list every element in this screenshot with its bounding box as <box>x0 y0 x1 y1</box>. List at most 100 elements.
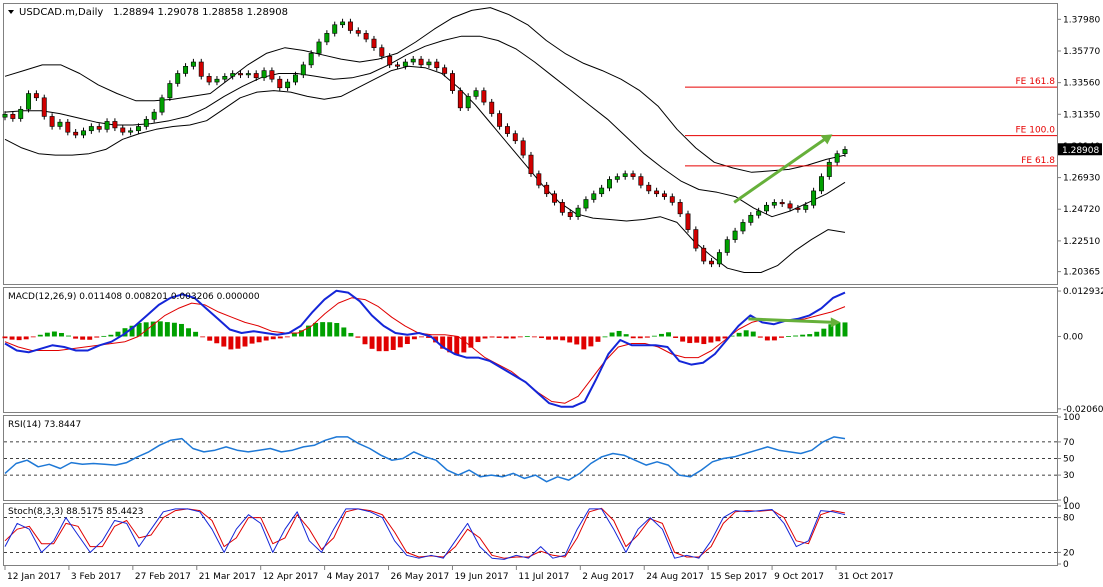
macd-annotations <box>748 317 841 328</box>
time-tick-label: 21 Mar 2017 <box>199 572 256 582</box>
trend-arrow-head <box>820 134 833 145</box>
macd-histogram-bar <box>327 322 333 337</box>
macd-histogram-bar <box>531 336 537 338</box>
macd-histogram-bar <box>835 322 841 337</box>
candle-body <box>293 74 298 83</box>
macd-histogram-bar <box>539 336 544 339</box>
candle-body <box>175 73 181 84</box>
macd-histogram-bar <box>644 336 650 338</box>
rsi-tick-label: 100 <box>1063 413 1080 423</box>
macd-histogram-bar <box>503 336 509 339</box>
candle-body <box>253 73 259 79</box>
rsi-tick-label: 30 <box>1063 471 1075 481</box>
macd-histogram-bar <box>334 323 340 337</box>
candle-body <box>238 73 243 76</box>
macd-histogram-bar <box>397 336 403 348</box>
macd-histogram-bar <box>228 336 234 350</box>
price-tick-label: 1.24720 <box>1063 205 1100 215</box>
candle-body <box>512 133 518 142</box>
macd-histogram-bar <box>115 331 121 337</box>
macd-histogram-bar <box>80 336 86 340</box>
candle-body <box>112 121 118 129</box>
candle-body <box>465 96 471 109</box>
candle-body <box>693 229 699 249</box>
candle-body <box>614 176 620 180</box>
macd-histogram-bar <box>440 336 446 349</box>
candle-body <box>10 113 16 119</box>
candle-body <box>190 61 196 67</box>
macd-histogram-bar <box>73 336 79 339</box>
macd-histogram-bar <box>461 336 467 353</box>
time-tick-label: 12 Apr 2017 <box>263 572 319 582</box>
time-tick-label: 19 Jun 2017 <box>454 572 508 582</box>
time-tick-label: 12 Jan 2017 <box>7 572 61 582</box>
macd-histogram-bar <box>186 328 191 337</box>
candle-body <box>143 118 149 127</box>
macd-histogram-bar <box>637 336 643 339</box>
stoch-tick-label: 100 <box>1063 502 1080 512</box>
candle-body <box>277 78 283 89</box>
macd-histogram-bar <box>299 330 304 337</box>
price-tick-label: 1.33560 <box>1063 79 1100 89</box>
candle-body <box>497 113 503 127</box>
macd-histogram-bar <box>411 336 417 340</box>
macd-histogram-bar <box>164 322 170 337</box>
candle-body <box>308 53 314 66</box>
fib-level-label: FE 100.0 <box>1016 126 1056 136</box>
candle-body <box>347 21 353 31</box>
candle-body <box>88 126 94 132</box>
candle-body <box>646 184 652 192</box>
price-tick-label: 1.31350 <box>1063 110 1100 120</box>
candle-body <box>26 93 32 110</box>
candle-body <box>544 184 550 195</box>
price-tick-label: 1.26930 <box>1063 174 1100 184</box>
macd-histogram-bar <box>659 333 664 337</box>
macd-histogram-bar <box>694 336 700 343</box>
candle-body <box>73 131 79 136</box>
candle-body <box>779 202 785 205</box>
candle-body <box>371 38 377 48</box>
macd-histogram-bar <box>750 331 756 337</box>
candle-body <box>622 173 628 177</box>
macd-histogram-bar <box>814 331 820 337</box>
stoch-tick-label: 0 <box>1063 560 1069 570</box>
candle-body <box>654 190 660 195</box>
ohlc-label: 1.28894 1.29078 1.28858 1.28908 <box>113 7 288 18</box>
macd-histogram-bar <box>129 325 135 337</box>
time-tick-label: 26 May 2017 <box>391 572 450 582</box>
candle-body <box>607 179 612 189</box>
candle-body <box>685 213 691 230</box>
stoch-levels <box>4 517 1057 553</box>
macd-histogram-bar <box>16 336 22 341</box>
macd-histogram-bar <box>468 336 474 348</box>
macd-histogram-bar <box>426 336 431 338</box>
rsi-tick-label: 0 <box>1063 496 1069 506</box>
macd-histogram-bar <box>496 336 502 338</box>
candle-body <box>151 111 157 120</box>
macd-histogram-bar <box>369 336 375 349</box>
candle-body <box>65 121 71 133</box>
time-tick-label: 9 Oct 2017 <box>774 572 824 582</box>
macd-histogram-bar <box>87 336 93 340</box>
candle-body <box>504 126 510 134</box>
candle-body <box>489 101 495 114</box>
candle-body <box>214 78 220 83</box>
rsi-y-axis: 100 70 50 30 0 <box>1057 413 1080 506</box>
candle-body <box>18 108 24 119</box>
candle-body <box>803 204 809 210</box>
macd-histogram-bar <box>595 336 601 342</box>
stoch-tick-label: 80 <box>1063 514 1075 524</box>
macd-histogram-bar <box>482 336 488 339</box>
macd-y-axis: 0.012932 0.00 -0.020608 <box>1057 287 1103 415</box>
candle-body <box>96 126 102 130</box>
macd-tick-label: 0.00 <box>1063 332 1083 342</box>
macd-histogram-bar <box>143 322 149 337</box>
macd-histogram-bar <box>9 336 15 340</box>
macd-histogram-bar <box>30 336 36 338</box>
candlesticks <box>2 18 848 268</box>
candle-body <box>732 230 738 240</box>
stoch-panel <box>3 503 1058 566</box>
macd-histogram-bar <box>108 334 114 337</box>
bollinger-upper-line <box>4 7 846 173</box>
symbol-dropdown-icon[interactable] <box>8 10 14 14</box>
